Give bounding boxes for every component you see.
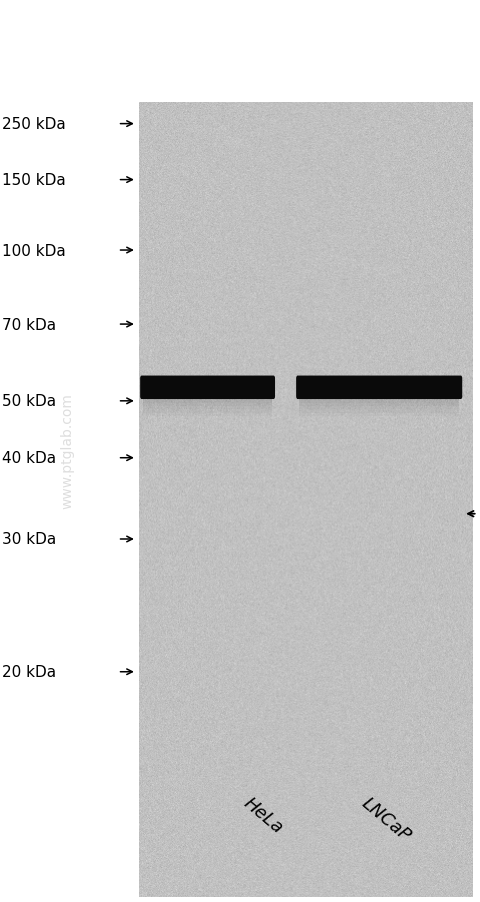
Text: 150 kDa: 150 kDa bbox=[2, 173, 66, 188]
Bar bbox=[139, 104, 473, 897]
Text: www.ptglab.com: www.ptglab.com bbox=[60, 393, 74, 509]
Bar bbox=[299, 397, 459, 400]
Text: 50 kDa: 50 kDa bbox=[2, 394, 57, 409]
Bar bbox=[143, 397, 272, 400]
Bar bbox=[143, 410, 272, 413]
Text: 20 kDa: 20 kDa bbox=[2, 665, 57, 679]
Bar bbox=[299, 400, 459, 403]
Bar bbox=[143, 413, 272, 417]
FancyBboxPatch shape bbox=[140, 376, 275, 400]
Bar bbox=[143, 403, 272, 407]
Text: HeLa: HeLa bbox=[240, 794, 287, 836]
FancyBboxPatch shape bbox=[296, 376, 462, 400]
Bar bbox=[299, 403, 459, 407]
Text: LNCaP: LNCaP bbox=[358, 794, 414, 844]
Bar bbox=[299, 413, 459, 417]
Text: 30 kDa: 30 kDa bbox=[2, 532, 57, 547]
Text: 100 kDa: 100 kDa bbox=[2, 244, 66, 258]
Bar bbox=[143, 400, 272, 403]
Bar bbox=[299, 407, 459, 410]
Text: 70 kDa: 70 kDa bbox=[2, 318, 57, 332]
Bar bbox=[143, 407, 272, 410]
Text: 250 kDa: 250 kDa bbox=[2, 117, 66, 132]
Text: 40 kDa: 40 kDa bbox=[2, 451, 57, 465]
Bar bbox=[299, 410, 459, 413]
